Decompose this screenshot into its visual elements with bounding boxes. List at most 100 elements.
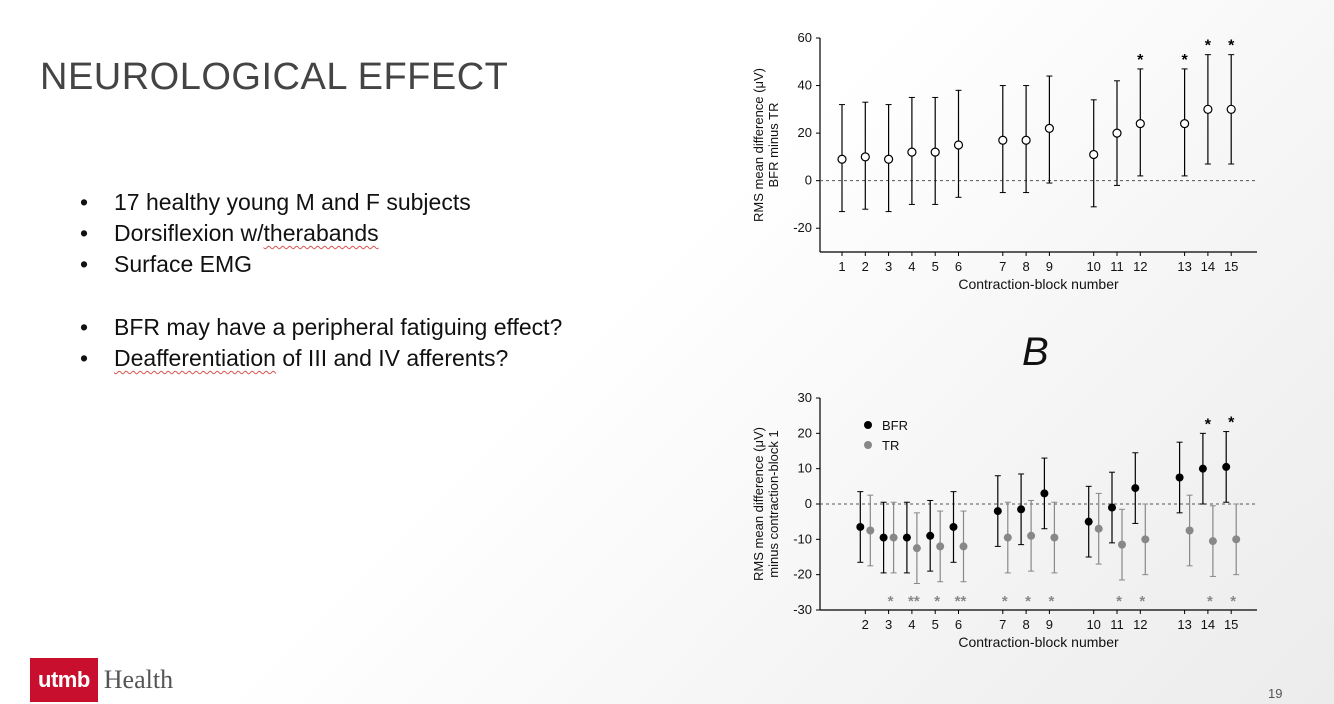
significance-marker: * — [1025, 593, 1031, 610]
spellcheck-flagged-word[interactable]: therabands — [263, 220, 379, 246]
significance-marker: ** — [908, 593, 920, 610]
bullet-marker: • — [80, 220, 89, 246]
data-point — [1108, 503, 1116, 512]
y-axis-label: RMS mean difference (μV) — [751, 427, 766, 581]
significance-marker: ** — [955, 593, 967, 610]
x-tick-label: 8 — [1022, 259, 1029, 274]
data-point — [1226, 104, 1236, 114]
bullet-marker: • — [80, 314, 89, 340]
spellcheck-flagged-word[interactable]: Deafferentiation — [114, 345, 276, 371]
data-point — [1027, 531, 1036, 540]
data-point — [1112, 128, 1122, 138]
data-point — [1084, 517, 1093, 526]
x-tick-label: 10 — [1086, 617, 1100, 632]
data-point — [930, 147, 940, 157]
page-number: 19 — [1268, 686, 1283, 701]
bullet-text: BFR may have a peripheral fatiguing effe… — [114, 314, 563, 340]
x-tick-label: 15 — [1224, 259, 1238, 274]
x-tick-label: 2 — [862, 259, 869, 274]
legend-label: TR — [882, 438, 899, 453]
data-point — [1021, 135, 1031, 145]
bullet-text: Dorsiflexion w/ — [114, 220, 264, 246]
data-point — [1017, 505, 1026, 514]
x-tick-label: 3 — [885, 617, 892, 632]
significance-marker: * — [1207, 593, 1213, 610]
data-point — [1198, 464, 1207, 473]
legend-marker — [864, 441, 872, 449]
data-point — [912, 544, 921, 553]
data-point — [1208, 537, 1217, 546]
x-tick-label: 3 — [885, 259, 892, 274]
data-point — [1203, 104, 1213, 114]
bullet-text: of III and IV afferents? — [275, 345, 509, 371]
x-tick-label: 11 — [1110, 259, 1124, 274]
y-tick-label: -20 — [793, 567, 812, 582]
y-tick-label: 40 — [798, 78, 812, 93]
significance-marker: * — [1205, 416, 1212, 433]
x-tick-label: 11 — [1110, 617, 1124, 632]
data-point — [1222, 462, 1231, 471]
y-tick-label: 60 — [798, 30, 812, 45]
bullet-list-study-design: • 17 healthy young M and F subjects • Dors… — [80, 187, 471, 280]
data-point — [860, 152, 870, 162]
significance-marker: * — [1230, 593, 1236, 610]
logo-text: Health — [103, 665, 174, 694]
significance-marker: * — [888, 593, 894, 610]
y-tick-label: -20 — [793, 220, 812, 235]
data-point — [926, 531, 935, 540]
x-tick-label: 6 — [955, 617, 962, 632]
data-point — [1089, 149, 1099, 160]
x-tick-label: 6 — [955, 259, 962, 274]
utmb-health-logo: utmb Health — [30, 658, 173, 702]
bullet-item: • Dorsiflexion w/therabands — [80, 218, 471, 249]
data-point — [949, 522, 958, 531]
x-tick-label: 15 — [1224, 617, 1238, 632]
x-tick-label: 12 — [1133, 617, 1147, 632]
bullet-item: • BFR may have a peripheral fatiguing eff… — [80, 312, 562, 343]
data-point — [889, 533, 898, 542]
data-point — [902, 533, 911, 542]
y-axis-label: RMS mean difference (μV) — [751, 68, 766, 222]
data-point — [1232, 535, 1241, 544]
data-point — [1003, 533, 1012, 542]
significance-marker: * — [934, 593, 940, 610]
data-point — [1135, 118, 1145, 129]
significance-marker: * — [1048, 593, 1054, 610]
data-point — [856, 522, 865, 531]
legend-label: BFR — [882, 418, 908, 433]
data-point — [1040, 489, 1049, 498]
panel-label: B — [1022, 330, 1049, 374]
y-tick-label: 20 — [798, 125, 812, 140]
bullet-item: • Surface EMG — [80, 249, 471, 280]
y-axis-label: BFR minus TR — [766, 103, 781, 188]
bullet-item: • Deafferentiation of III and IV afferent… — [80, 343, 562, 374]
x-tick-label: 13 — [1177, 259, 1191, 274]
x-tick-label: 14 — [1201, 259, 1215, 274]
x-tick-label: 9 — [1046, 259, 1053, 274]
x-axis-label: Contraction-block number — [958, 634, 1119, 650]
significance-marker: * — [1116, 593, 1122, 610]
significance-marker: * — [1228, 38, 1235, 55]
x-tick-label: 8 — [1022, 617, 1029, 632]
data-point — [953, 140, 964, 150]
data-point — [1180, 118, 1190, 129]
x-tick-label: 4 — [908, 259, 915, 274]
significance-marker: * — [1137, 52, 1144, 69]
bullet-text: 17 healthy young M and F subjects — [114, 189, 471, 215]
bullet-marker: • — [80, 189, 89, 215]
logo-mark: utmb — [30, 658, 98, 702]
y-tick-label: -10 — [793, 531, 812, 546]
data-point — [884, 154, 894, 164]
y-tick-label: -30 — [793, 602, 812, 617]
bullet-marker: • — [80, 251, 89, 277]
slide-title: NEUROLOGICAL EFFECT — [40, 56, 509, 98]
y-axis-label: minus contraction-block 1 — [766, 430, 781, 577]
y-tick-label: 10 — [798, 461, 812, 476]
data-point — [959, 542, 968, 551]
data-point — [879, 533, 888, 542]
data-point — [1050, 533, 1059, 542]
bullet-item: • 17 healthy young M and F subjects — [80, 187, 471, 218]
x-tick-label: 5 — [932, 617, 939, 632]
data-point — [1044, 123, 1054, 133]
significance-marker: * — [1205, 38, 1212, 55]
